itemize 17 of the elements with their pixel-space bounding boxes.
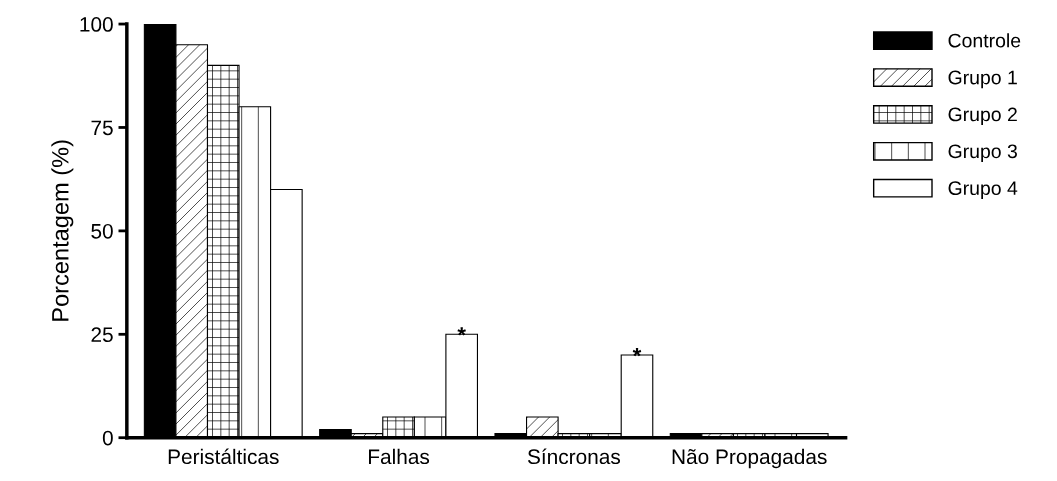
x-tick-label: Peristálticas [168, 448, 279, 465]
legend-label: Controle [948, 33, 1021, 48]
x-tick-label: Falhas [369, 448, 430, 465]
y-tick-label: 50 [91, 223, 113, 239]
y-tick-label: 0 [102, 430, 113, 446]
legend-label: Grupo 4 [948, 181, 1018, 199]
legend-label: Grupo 2 [948, 107, 1017, 126]
legend-label: Grupo 3 [948, 144, 1017, 163]
y-tick-label: 25 [91, 327, 113, 343]
annotation: * [457, 327, 466, 336]
x-tick-label: Síncronas [527, 448, 621, 465]
y-tick-label: 75 [91, 120, 113, 136]
y-tick-label: 100 [80, 17, 113, 32]
x-tick-label: Não Propagadas [672, 448, 827, 469]
annotation: * [632, 348, 642, 357]
y-axis-title: Porcentagem (%) [51, 140, 74, 321]
legend-label: Grupo 1 [948, 70, 1017, 89]
